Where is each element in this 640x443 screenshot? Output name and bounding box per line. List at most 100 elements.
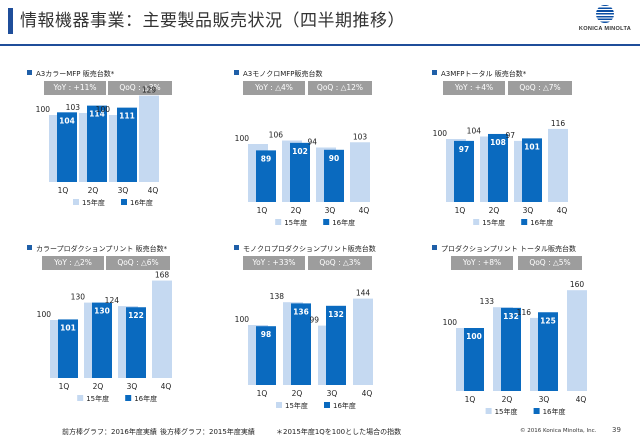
x-tick-label-4Q: 4Q <box>576 395 587 404</box>
data-label-fy2015-3Q: 97 <box>505 131 515 140</box>
footer-note-index: ＊2015年度1Qを100とした場合の指数 <box>276 428 402 436</box>
bar-fy2015-4Q <box>139 95 159 182</box>
bar-fy2016-2Q <box>92 302 112 378</box>
chart-panel-a3-mono-mfp: A3モノクロMFP販売台数 YoY : △4% QoQ : △12% 100 89… <box>228 69 428 229</box>
data-label-fy2016-3Q: 122 <box>128 311 144 320</box>
legend-swatch-fy2016 <box>125 395 132 401</box>
data-label-fy2015-4Q: 116 <box>551 119 566 128</box>
qoq-badge: QoQ : △12% <box>308 81 372 95</box>
legend-label-fy2016: 16年度 <box>543 407 566 416</box>
panel-title-text: A3MFPトータル 販売台数* <box>441 70 527 78</box>
chart-panel-a3-mfp-total: A3MFPトータル 販売台数* YoY : +4% QoQ : △7% 100 9… <box>426 69 626 229</box>
yoy-badge: YoY : +11% <box>44 81 106 95</box>
legend-label-fy2016: 16年度 <box>130 198 153 207</box>
bullet-square-icon <box>432 70 437 75</box>
qoq-badge: QoQ : △5% <box>518 256 582 270</box>
bar-fy2016-2Q <box>501 307 521 391</box>
data-label-fy2016-1Q: 97 <box>459 145 469 154</box>
bullet-square-icon <box>234 70 239 75</box>
company-logo: KONICA MINOLTA <box>574 4 636 40</box>
legend-label-fy2015: 15年度 <box>284 218 307 227</box>
x-tick-label-4Q: 4Q <box>359 206 370 215</box>
page-title: 情報機器事業：主要製品販売状況（四半期推移） <box>20 11 405 31</box>
yoy-badge: YoY : +33% <box>243 256 305 270</box>
chart-panel-a3-color-mfp: A3カラーMFP 販売台数* YoY : +11% QoQ : △3% 100 1… <box>22 69 222 229</box>
legend-swatch-fy2016 <box>324 402 330 408</box>
data-label-fy2016-2Q: 102 <box>292 147 308 156</box>
data-label-fy2015-2Q: 133 <box>480 297 495 306</box>
legend-swatch-fy2015 <box>77 395 84 401</box>
bar-fy2016-3Q <box>326 305 346 385</box>
copyright: © 2016 Konica Minolta, Inc. <box>520 428 597 434</box>
data-label-fy2015-3Q: 124 <box>105 296 120 305</box>
legend-label-fy2016: 16年度 <box>134 394 157 403</box>
legend-swatch-fy2015 <box>485 408 492 414</box>
qoq-badge: QoQ : △3% <box>108 81 172 95</box>
panel-title-text: カラープロダクションプリント 販売台数* <box>36 245 168 253</box>
bar-fy2015-4Q <box>350 142 370 202</box>
x-tick-label-2Q: 2Q <box>291 206 302 215</box>
chart-panel-production-print-total: プロダクションプリント トータル販売台数 YoY : +8% QoQ : △5%… <box>426 244 626 416</box>
x-tick-label-3Q: 3Q <box>327 389 338 398</box>
panel-title: モノクロプロダクションプリント販売台数 <box>234 244 376 254</box>
qoq-badge: QoQ : △7% <box>508 81 572 95</box>
data-label-fy2016-3Q: 132 <box>328 310 344 319</box>
x-tick-label-2Q: 2Q <box>292 389 303 398</box>
data-label-fy2015-1Q: 100 <box>235 315 250 324</box>
data-label-fy2015-3Q: 94 <box>307 137 317 146</box>
title-accent-bar <box>8 8 13 34</box>
panel-title-text: モノクロプロダクションプリント販売台数 <box>243 245 376 253</box>
data-label-fy2015-3Q: 116 <box>517 308 532 317</box>
x-tick-label-2Q: 2Q <box>88 186 99 195</box>
bar-fy2016-2Q <box>87 105 107 182</box>
data-label-fy2016-2Q: 136 <box>293 307 309 316</box>
legend-swatch-fy2015 <box>73 199 79 205</box>
x-tick-label-1Q: 1Q <box>257 206 268 215</box>
legend-label-fy2015: 15年度 <box>86 394 109 403</box>
legend-swatch-fy2016 <box>521 219 528 225</box>
x-tick-label-1Q: 1Q <box>465 395 476 404</box>
x-tick-label-2Q: 2Q <box>502 395 513 404</box>
legend-label-fy2015: 15年度 <box>82 198 105 207</box>
page-number: 39 <box>612 426 621 434</box>
yoy-badge: YoY : △4% <box>243 81 305 95</box>
data-label-fy2016-1Q: 98 <box>261 330 271 339</box>
bar-fy2016-2Q <box>291 303 311 385</box>
data-label-fy2015-3Q: 100 <box>96 105 111 114</box>
data-label-fy2015-1Q: 100 <box>443 318 458 327</box>
bar-fy2016-2Q <box>290 142 310 202</box>
bar-fy2016-3Q <box>126 307 146 378</box>
data-label-fy2016-2Q: 132 <box>503 312 519 321</box>
footer-note-back: 後方棒グラフ：2015年度実績 <box>160 428 255 436</box>
legend-label-fy2016: 16年度 <box>530 218 553 227</box>
data-label-fy2016-1Q: 104 <box>59 116 75 125</box>
panel-title: A3MFPトータル 販売台数* <box>432 69 526 79</box>
bullet-square-icon <box>27 245 32 250</box>
panel-title: プロダクションプリント トータル販売台数 <box>432 244 576 254</box>
bar-fy2016-3Q <box>538 312 558 391</box>
data-label-fy2015-3Q: 99 <box>309 316 319 325</box>
legend-label-fy2015: 15年度 <box>285 401 308 410</box>
legend-swatch-fy2016 <box>533 408 540 414</box>
chart-panel-color-production-print: カラープロダクションプリント 販売台数* YoY : △2% QoQ : △6%… <box>22 244 222 404</box>
data-label-fy2016-3Q: 125 <box>540 316 556 325</box>
bar-chart: 100 97 1Q 104 108 2Q 97 101 3Q 116 4Q 15年度 16年度 <box>433 119 568 227</box>
data-label-fy2016-2Q: 108 <box>490 138 506 147</box>
header-divider <box>0 44 640 46</box>
data-label-fy2016-3Q: 90 <box>329 154 339 163</box>
bar-fy2015-4Q <box>567 290 587 391</box>
x-tick-label-3Q: 3Q <box>118 186 129 195</box>
panel-title-text: プロダクションプリント トータル販売台数 <box>441 245 577 253</box>
data-label-fy2016-2Q: 130 <box>94 307 110 316</box>
bar-fy2016-1Q <box>464 328 484 391</box>
bar-fy2016-3Q <box>522 138 542 202</box>
bar-fy2016-1Q <box>57 112 77 182</box>
data-label-fy2015-2Q: 106 <box>269 131 284 140</box>
bar-fy2015-4Q <box>152 280 172 378</box>
data-label-fy2016-3Q: 101 <box>524 142 540 151</box>
panel-title: カラープロダクションプリント 販売台数* <box>27 244 167 254</box>
bar-chart: 100 98 1Q 138 136 2Q 99 132 3Q 144 4Q 15年度 16年度 <box>235 289 373 410</box>
data-label-fy2016-1Q: 100 <box>466 332 482 341</box>
data-label-fy2015-4Q: 144 <box>356 289 371 298</box>
data-label-fy2016-2Q: 114 <box>89 110 105 119</box>
